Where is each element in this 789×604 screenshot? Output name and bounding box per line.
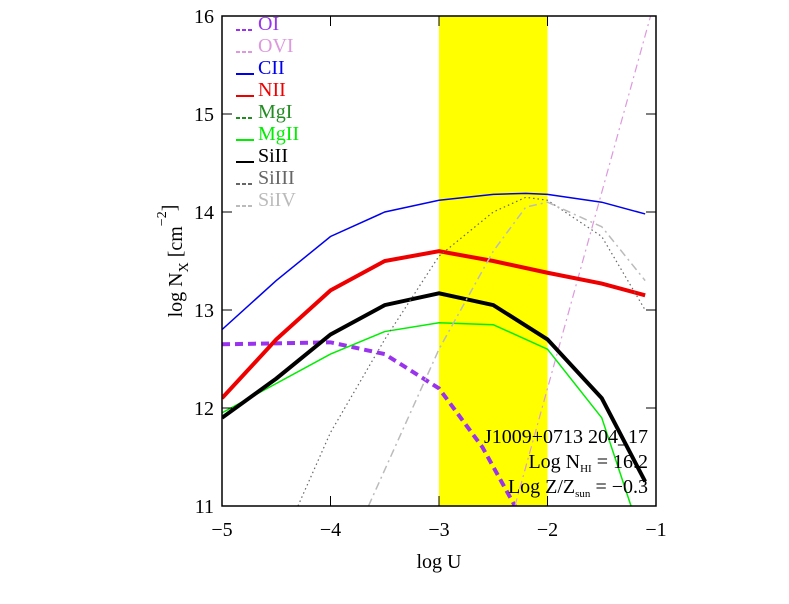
- y-tick-label: 11: [195, 496, 214, 518]
- y-tick-label: 15: [194, 104, 214, 126]
- y-axis-label-part: [cm: [165, 226, 187, 263]
- annotation-part: Log Z/Z: [508, 476, 575, 498]
- legend-label: MgI: [258, 101, 292, 123]
- annotation-part: = −0.3: [590, 476, 648, 498]
- x-axis-label: log U: [417, 551, 463, 573]
- legend-label: SiII: [258, 145, 288, 167]
- y-axis-label-part: X: [177, 262, 192, 272]
- legend-label: OVI: [258, 35, 294, 57]
- x-tick-label: −5: [211, 519, 232, 541]
- y-tick-label: 13: [194, 300, 214, 322]
- x-tick-label: −1: [645, 519, 666, 541]
- legend-label: NII: [258, 79, 286, 101]
- legend-label: MgII: [258, 123, 299, 145]
- series-line: [222, 192, 646, 331]
- legend-label: SiIV: [258, 189, 296, 211]
- legend-label: CII: [258, 57, 285, 79]
- annotation-part: sun: [575, 488, 591, 500]
- y-axis-label: log NX [cm−2]: [155, 205, 192, 318]
- legend-label: OI: [258, 13, 279, 35]
- series-line: [222, 249, 646, 400]
- series-line: [222, 291, 647, 483]
- y-tick-label: 12: [194, 398, 214, 420]
- annotation-part: Log N: [528, 451, 580, 473]
- plot-area: [222, 16, 652, 506]
- x-tick-label: −3: [428, 519, 449, 541]
- annotation-part: J1009+0713 204_17: [484, 426, 648, 448]
- annotation-part: HI: [580, 463, 592, 475]
- x-tick-label: −4: [320, 519, 341, 541]
- series-line: [367, 201, 646, 506]
- legend-label: SiIII: [258, 167, 295, 189]
- y-axis-label-part: −2: [155, 211, 170, 226]
- y-tick-label: 14: [194, 202, 214, 224]
- annotation-part: = 16.2: [592, 451, 648, 473]
- series-line: [222, 340, 517, 506]
- x-tick-label: −2: [537, 519, 558, 541]
- annotation: Log NHI = 16.2: [528, 451, 648, 475]
- annotation: J1009+0713 204_17: [484, 426, 648, 448]
- y-axis-label-part: log N: [165, 272, 187, 317]
- series-line: [222, 321, 632, 506]
- annotation: Log Z/Zsun = −0.3: [508, 476, 648, 500]
- y-tick-label: 16: [194, 6, 214, 28]
- y-axis-label-part: ]: [159, 205, 181, 212]
